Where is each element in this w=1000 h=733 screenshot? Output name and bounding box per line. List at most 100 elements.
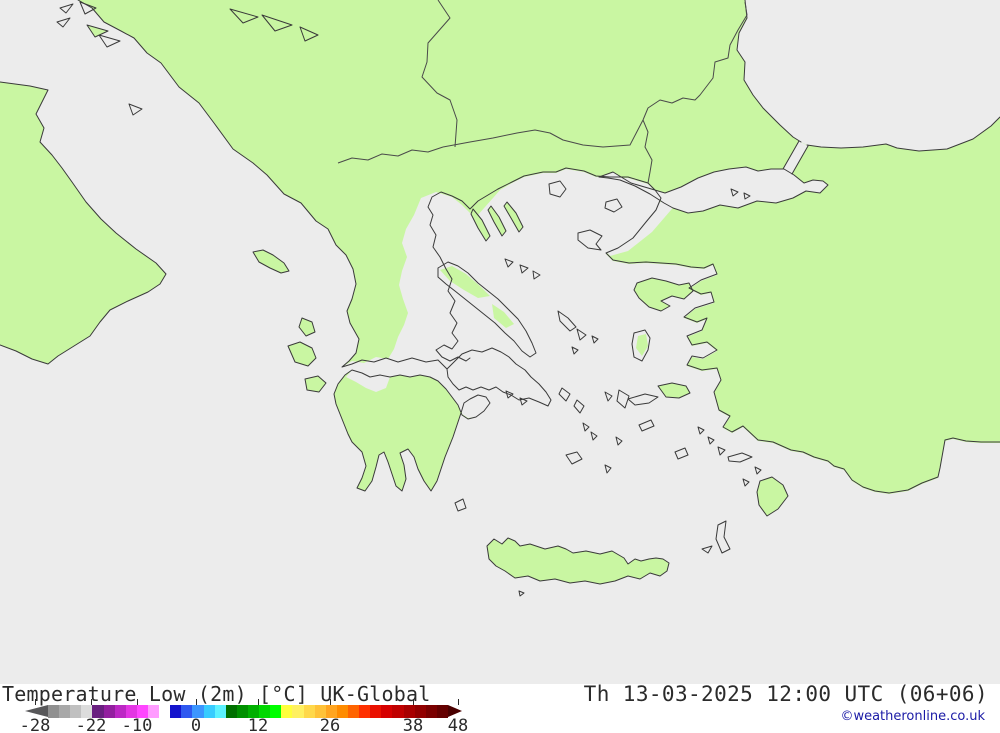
colorbar-left-arrow xyxy=(25,705,48,717)
forecast-timestamp: Th 13-03-2025 12:00 UTC (06+06) xyxy=(583,682,988,706)
colorbar-tick-mark xyxy=(35,699,36,705)
coast-adriatic-ionian xyxy=(77,0,552,407)
island-kefalonia xyxy=(288,342,316,366)
coast-crete xyxy=(486,537,670,585)
sea-overlay-layer xyxy=(346,0,1000,418)
island-rhodes xyxy=(757,477,788,516)
border-bulgaria-turkey xyxy=(642,1,748,121)
colorbar-segment xyxy=(314,705,326,718)
copyright-link[interactable]: ©weatheronline.co.uk xyxy=(840,709,985,724)
colorbar-tick-label: 26 xyxy=(319,716,341,733)
coast-west-islands xyxy=(252,249,467,512)
coast-italy xyxy=(0,81,167,365)
colorbar-segment xyxy=(270,705,282,718)
sea-of-marmara xyxy=(599,167,828,213)
colorbar-segment xyxy=(325,705,337,718)
coast-thermaic-thessaly xyxy=(427,188,499,362)
colorbar-segment xyxy=(225,705,237,718)
colorbar-segment xyxy=(147,705,160,718)
colorbar-segment xyxy=(48,705,60,718)
colorbar-segment xyxy=(259,705,271,718)
bosphorus-strait xyxy=(783,141,808,174)
colorbar-segment xyxy=(281,705,293,718)
colorbar-tick-mark xyxy=(413,699,414,705)
island-samos xyxy=(658,383,690,398)
coast-ne-aegean-islands xyxy=(548,180,694,406)
coast-black-sea xyxy=(736,0,1000,175)
colorbar-segment xyxy=(359,705,371,718)
land-peloponnese xyxy=(334,370,490,491)
coast-croatian-islands xyxy=(56,1,319,116)
coast-peloponnese xyxy=(333,369,491,492)
colorbar-segment xyxy=(92,705,104,718)
colorbar-segment xyxy=(181,705,193,718)
colorbar-segment xyxy=(392,705,404,718)
colorbar-segment xyxy=(159,705,171,718)
colorbar-segment xyxy=(170,705,182,718)
coast-sporades xyxy=(504,258,541,280)
chalkidiki-finger-1 xyxy=(471,209,490,241)
croatian-island-green-2 xyxy=(262,15,292,31)
colorbar-tick-label: -22 xyxy=(75,716,107,733)
border-layer xyxy=(337,0,748,184)
colorbar-tick-label: -28 xyxy=(19,716,51,733)
black-sea xyxy=(737,0,1000,151)
border-greece-bulgaria xyxy=(442,119,644,148)
coast-euboea xyxy=(437,261,537,358)
land-italy xyxy=(0,82,166,364)
colorbar-segment xyxy=(70,705,82,718)
chalkidiki-finger-3 xyxy=(504,202,523,232)
colorbar-tick-mark xyxy=(137,699,138,705)
coast-marmara xyxy=(598,166,829,214)
colorbar-segments xyxy=(48,705,448,718)
legend-title: Temperature Low (2m) [°C] UK-Global xyxy=(2,682,431,706)
coast-marmara-islands xyxy=(730,188,751,200)
colorbar-tick-mark xyxy=(458,699,459,705)
colorbar-segment xyxy=(336,705,348,718)
colorbar-tick-label: 38 xyxy=(402,716,424,733)
colorbar-segment xyxy=(414,705,426,718)
colorbar-segment xyxy=(347,705,360,718)
island-zakynthos xyxy=(305,376,326,392)
croatian-island-green-1 xyxy=(87,25,108,37)
argolis-gray xyxy=(462,395,490,418)
colorbar-tick-mark xyxy=(258,699,259,705)
land-crete xyxy=(487,538,669,584)
colorbar-segment xyxy=(114,705,126,718)
colorbar-segment xyxy=(203,705,215,718)
colorbar-segment xyxy=(103,705,115,718)
euboea-green-patch-nw xyxy=(440,266,490,298)
legend-strip: Temperature Low (2m) [°C] UK-Global Th 1… xyxy=(0,682,1000,733)
temperature-colorbar xyxy=(25,705,462,718)
island-lesbos xyxy=(634,278,693,311)
colorbar-segment xyxy=(303,705,315,718)
coastline-layer xyxy=(0,0,1000,597)
chalkidiki-finger-2 xyxy=(488,206,506,236)
colorbar-segment xyxy=(236,705,248,718)
coast-thrace xyxy=(497,167,649,190)
land-green-layer xyxy=(0,0,1000,584)
colorbar-segment xyxy=(381,705,393,718)
greece-aegean-map xyxy=(0,0,1000,597)
border-greece-macedonia xyxy=(337,146,444,164)
colorbar-tick-label: 48 xyxy=(447,716,469,733)
colorbar-segment xyxy=(214,705,226,718)
colorbar-segment xyxy=(425,705,437,718)
colorbar-segment xyxy=(370,705,382,718)
colorbar-segment xyxy=(436,705,448,718)
colorbar-tick-mark xyxy=(91,699,92,705)
coast-dodecanese xyxy=(697,426,789,554)
colorbar-tick-label: 0 xyxy=(190,716,202,733)
dardanelles-strait xyxy=(604,195,677,256)
coast-chalkidiki-fingers xyxy=(470,201,524,242)
colorbar-segment xyxy=(403,705,415,718)
border-greece-turkey xyxy=(642,119,653,184)
colorbar-segment xyxy=(81,705,93,718)
island-corfu xyxy=(253,250,289,273)
colorbar-segment xyxy=(59,705,71,718)
colorbar-segment xyxy=(247,705,260,718)
land-balkans-anatolia xyxy=(78,0,1000,494)
border-serbia-bulgaria xyxy=(421,0,458,148)
chios-green-patch xyxy=(636,334,648,356)
